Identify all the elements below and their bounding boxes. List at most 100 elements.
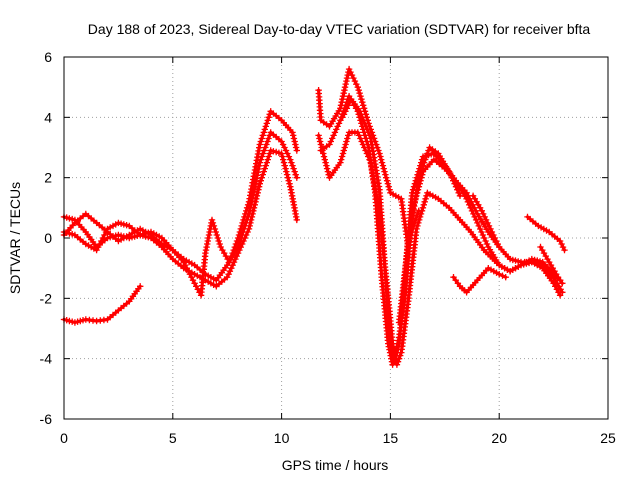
data-point-marker xyxy=(354,129,361,136)
data-point-marker xyxy=(235,231,243,239)
data-point-marker xyxy=(338,156,345,163)
data-point-marker xyxy=(262,123,269,130)
data-point-marker xyxy=(120,221,127,228)
data-point-marker xyxy=(258,135,265,142)
data-point-marker xyxy=(351,77,359,85)
data-point-marker xyxy=(478,228,485,236)
data-point-marker xyxy=(255,183,263,190)
data-point-marker xyxy=(227,255,234,263)
data-point-marker xyxy=(293,147,300,154)
data-point-marker xyxy=(66,215,73,222)
x-axis-label: GPS time / hours xyxy=(282,457,389,473)
data-point-marker xyxy=(236,228,244,236)
data-point-marker xyxy=(248,213,256,221)
data-point-marker xyxy=(417,168,425,175)
data-point-marker xyxy=(448,174,456,181)
data-point-marker xyxy=(326,141,333,148)
data-point-marker xyxy=(234,249,242,257)
data-point-marker xyxy=(324,168,332,175)
data-point-marker xyxy=(255,186,262,193)
data-point-marker xyxy=(265,114,272,121)
data-point-marker xyxy=(241,234,249,242)
data-point-marker xyxy=(259,132,266,139)
data-point-marker xyxy=(447,171,454,178)
data-point-marker xyxy=(384,180,392,187)
series-arc-13 xyxy=(537,243,566,287)
data-point-marker xyxy=(215,237,222,245)
data-point-marker xyxy=(381,168,388,175)
series-arc-11 xyxy=(469,192,503,251)
data-point-marker xyxy=(212,228,219,236)
data-point-marker xyxy=(342,141,349,148)
data-point-marker xyxy=(422,195,429,202)
data-point-marker xyxy=(559,289,566,296)
data-point-marker xyxy=(340,111,348,118)
data-point-marker xyxy=(292,171,299,178)
data-point-marker xyxy=(334,123,341,130)
data-point-marker xyxy=(266,132,273,139)
series-arc-10 xyxy=(450,265,509,296)
data-point-marker xyxy=(320,153,328,160)
data-point-marker xyxy=(226,268,234,275)
data-point-marker xyxy=(424,150,431,157)
data-point-marker xyxy=(240,216,247,224)
data-point-marker xyxy=(479,231,487,239)
data-point-marker xyxy=(293,216,300,224)
data-point-marker xyxy=(376,150,383,157)
data-point-marker xyxy=(264,156,271,163)
data-point-marker xyxy=(385,183,392,190)
data-point-marker xyxy=(280,159,288,166)
data-point-marker xyxy=(291,138,298,145)
data-point-marker xyxy=(360,105,368,112)
x-tick-label: 25 xyxy=(600,430,616,446)
data-point-marker xyxy=(252,198,259,205)
data-point-marker xyxy=(241,213,248,221)
data-point-marker xyxy=(229,249,236,257)
data-point-marker xyxy=(137,283,144,290)
data-point-marker xyxy=(343,74,351,82)
data-point-marker xyxy=(213,231,220,239)
data-point-marker xyxy=(418,165,426,172)
data-point-marker xyxy=(257,156,265,163)
data-point-marker xyxy=(360,102,367,109)
data-point-marker xyxy=(224,274,231,281)
data-point-marker xyxy=(487,225,494,233)
data-point-marker xyxy=(484,219,491,227)
data-point-marker xyxy=(359,114,366,121)
data-point-marker xyxy=(490,231,497,239)
data-point-marker xyxy=(472,216,480,224)
data-point-marker xyxy=(261,147,268,154)
data-point-marker xyxy=(348,71,356,79)
data-point-marker xyxy=(250,204,258,211)
data-point-marker xyxy=(293,174,300,181)
data-point-marker xyxy=(283,171,291,178)
data-point-marker xyxy=(280,156,287,163)
data-point-marker xyxy=(474,219,481,227)
data-point-marker xyxy=(253,192,261,199)
data-point-marker xyxy=(263,159,270,166)
data-point-marker xyxy=(386,186,393,193)
x-tick-label: 15 xyxy=(383,430,399,446)
data-point-marker xyxy=(265,153,272,160)
data-point-marker xyxy=(259,171,266,178)
data-point-marker xyxy=(417,210,425,218)
data-point-marker xyxy=(481,213,488,221)
data-point-marker xyxy=(357,111,365,118)
data-point-marker xyxy=(209,219,217,227)
data-point-marker xyxy=(362,123,370,130)
data-point-marker xyxy=(262,162,269,169)
data-point-marker xyxy=(452,183,460,190)
y-tick-label: 6 xyxy=(44,49,52,65)
data-point-marker xyxy=(359,99,366,106)
data-point-marker xyxy=(66,317,73,325)
data-point-marker xyxy=(270,148,277,155)
data-point-marker xyxy=(322,159,329,166)
data-point-marker xyxy=(420,159,428,166)
data-point-marker xyxy=(483,240,491,248)
data-point-marker xyxy=(393,349,401,356)
data-point-marker xyxy=(233,237,241,245)
data-point-marker xyxy=(357,135,364,142)
data-point-marker xyxy=(419,162,427,169)
